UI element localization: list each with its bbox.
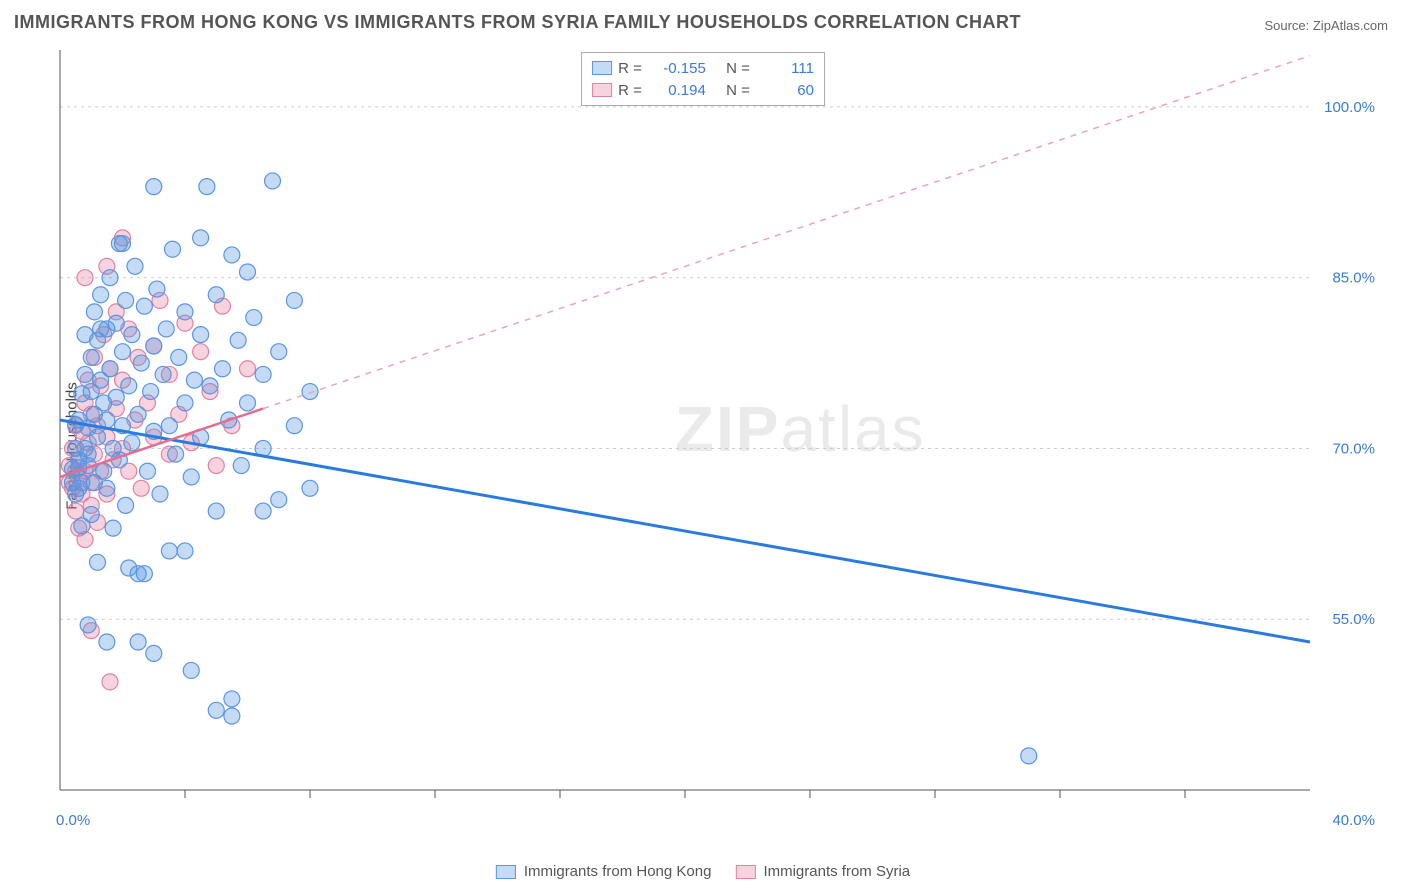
- legend-row-hongkong: R = -0.155 N = 111: [592, 57, 814, 79]
- r-value-sy: 0.194: [648, 82, 706, 99]
- r-value-hk: -0.155: [648, 60, 706, 77]
- source-name: ZipAtlas.com: [1313, 18, 1388, 33]
- svg-text:40.0%: 40.0%: [1332, 812, 1375, 829]
- correlation-legend: R = -0.155 N = 111 R = 0.194 N = 60: [581, 52, 825, 106]
- n-label: N =: [726, 82, 750, 99]
- n-value-sy: 60: [756, 82, 814, 99]
- svg-text:85.0%: 85.0%: [1332, 270, 1375, 287]
- legend-label-sy: Immigrants from Syria: [763, 863, 910, 880]
- n-value-hk: 111: [756, 60, 814, 77]
- svg-text:0.0%: 0.0%: [56, 812, 90, 829]
- swatch-syria: [592, 83, 612, 97]
- legend-label-hk: Immigrants from Hong Kong: [524, 863, 712, 880]
- chart-title: IMMIGRANTS FROM HONG KONG VS IMMIGRANTS …: [14, 12, 1021, 33]
- svg-text:70.0%: 70.0%: [1332, 440, 1375, 457]
- legend-item-hongkong: Immigrants from Hong Kong: [496, 863, 712, 880]
- svg-text:100.0%: 100.0%: [1324, 99, 1375, 116]
- r-label: R =: [618, 60, 642, 77]
- n-label: N =: [726, 60, 750, 77]
- source-attribution: Source: ZipAtlas.com: [1264, 18, 1388, 33]
- svg-text:55.0%: 55.0%: [1332, 611, 1375, 628]
- legend-row-syria: R = 0.194 N = 60: [592, 79, 814, 101]
- chart-plot-area: 55.0% 70.0% 85.0% 100.0% 0.0% 40.0%: [50, 50, 1380, 830]
- source-label: Source:: [1264, 18, 1312, 33]
- swatch-hongkong: [592, 61, 612, 75]
- legend-item-syria: Immigrants from Syria: [735, 863, 910, 880]
- swatch-hongkong: [496, 865, 516, 879]
- r-label: R =: [618, 82, 642, 99]
- swatch-syria: [735, 865, 755, 879]
- series-legend: Immigrants from Hong Kong Immigrants fro…: [496, 863, 910, 880]
- chart-svg: 55.0% 70.0% 85.0% 100.0% 0.0% 40.0%: [50, 50, 1380, 830]
